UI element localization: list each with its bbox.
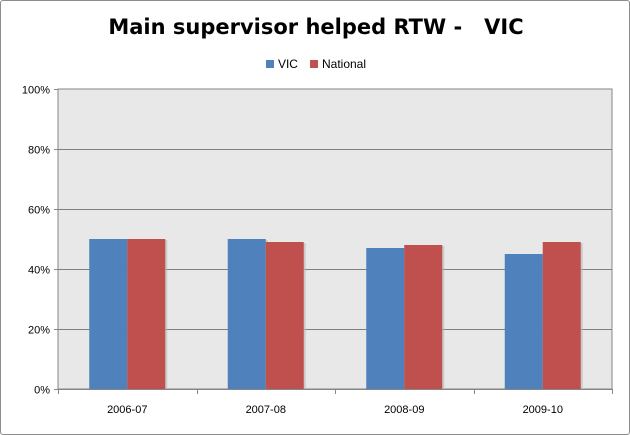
y-tick-label: 20%	[28, 325, 50, 337]
bar-vic-2007-08	[227, 239, 266, 389]
x-tick-label: 2007-08	[246, 404, 286, 416]
legend-item-national: National	[309, 57, 367, 71]
y-tick-label: 100%	[22, 85, 50, 97]
x-tick-label: 2009-10	[523, 404, 563, 416]
legend-item-vic: VIC	[265, 57, 298, 71]
bar-national-2008-09	[404, 245, 443, 389]
bar-vic-2006-07	[89, 239, 128, 389]
x-tick-label: 2008-09	[384, 404, 424, 416]
bar-national-2007-08	[265, 242, 304, 389]
legend-label-vic: VIC	[277, 57, 298, 71]
y-tick-label: 60%	[28, 205, 50, 217]
bar-vic-2009-10	[504, 254, 543, 389]
x-tick-label: 2006-07	[107, 404, 147, 416]
chart-title: Main supervisor helped RTW - VIC	[108, 15, 524, 39]
y-tick-label: 0%	[34, 385, 50, 397]
bar-vic-2008-09	[366, 248, 405, 389]
legend-swatch-national	[309, 60, 318, 68]
legend: VIC National	[1, 57, 630, 71]
legend-swatch-vic	[265, 60, 274, 68]
bar-national-2006-07	[127, 239, 166, 389]
y-tick-label: 40%	[28, 265, 50, 277]
legend-label-national: National	[321, 57, 367, 71]
bar-national-2009-10	[542, 242, 581, 389]
y-tick-label: 80%	[28, 145, 50, 157]
